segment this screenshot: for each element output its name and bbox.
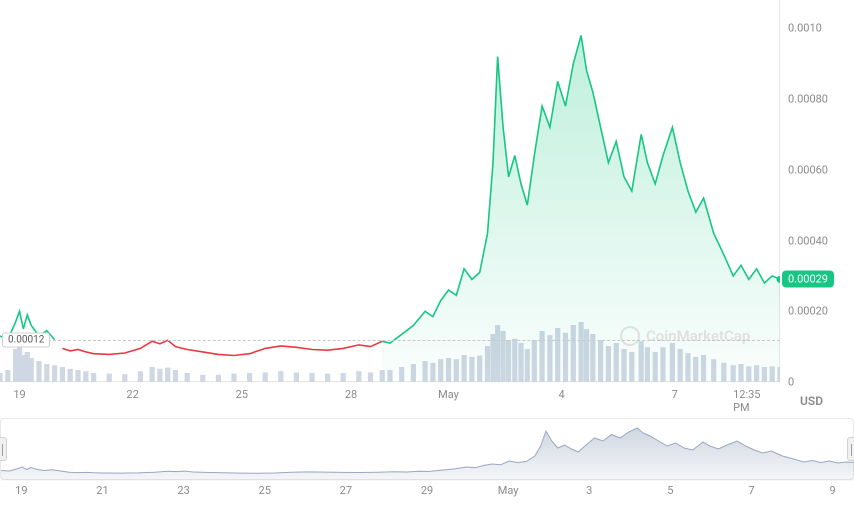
y-tick: 0.0010 [788,22,822,35]
y-tick: 0.00080 [788,93,828,106]
x-tick-mini: 27 [340,484,352,497]
x-axis-mini: 19 21 23 25 27 29 May 3 5 7 9 [0,484,854,504]
x-tick: 28 [345,388,357,401]
start-price-marker: 0.00012 [2,332,50,347]
coinmarketcap-logo-icon [620,326,640,346]
start-price-label: 0.00012 [8,334,44,345]
range-selector-chart[interactable] [0,418,854,480]
y-tick: 0.00060 [788,163,828,176]
x-tick-mini: 9 [830,484,836,497]
x-tick: 25 [236,388,248,401]
y-tick: 0.00040 [788,234,828,247]
x-tick: May [438,388,459,401]
x-tick-mini: 7 [748,484,754,497]
watermark-text: CoinMarketCap [646,327,750,345]
x-tick-mini: 21 [96,484,108,497]
x-tick-mini: 25 [259,484,271,497]
x-tick: 19 [13,388,25,401]
x-tick-mini: 5 [667,484,673,497]
x-tick-mini: 29 [421,484,433,497]
x-tick: 7 [672,388,678,401]
x-tick: 4 [559,388,565,401]
x-tick-mini: May [498,484,519,497]
y-tick: 0.00020 [788,305,828,318]
x-tick: 22 [126,388,138,401]
watermark: CoinMarketCap [620,326,750,346]
currency-label: USD [800,394,823,408]
x-tick-mini: 23 [177,484,189,497]
current-price-marker: 0.00029 [782,271,834,288]
range-handle-right[interactable] [847,437,854,461]
x-axis-main: 19222528May4712:35 PM [0,388,780,408]
x-tick: 12:35 PM [733,388,760,414]
range-handle-left[interactable] [0,437,7,461]
y-tick: 0 [788,376,794,389]
x-tick-mini: 19 [15,484,27,497]
price-chart[interactable]: 0.00012 CoinMarketCap [0,0,780,382]
y-axis: 00.000200.000290.000400.000600.000800.00… [782,0,854,382]
range-chart-svg [1,419,854,481]
start-price-line [48,340,780,341]
price-chart-svg [0,0,780,382]
x-tick-mini: 3 [586,484,592,497]
